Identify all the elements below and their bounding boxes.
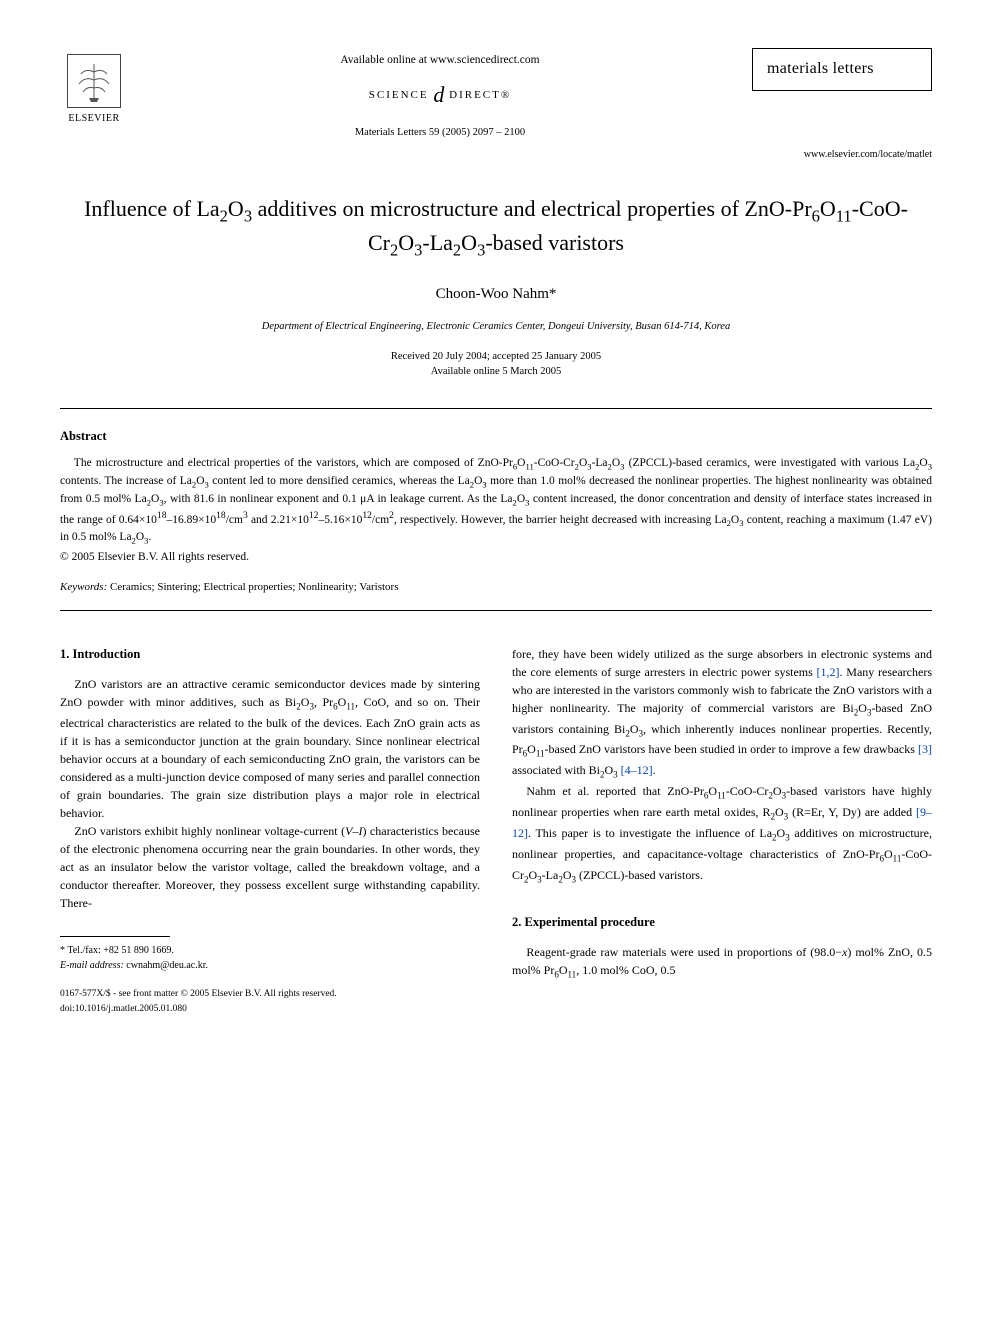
right-column: fore, they have been widely utilized as … — [512, 645, 932, 1016]
journal-box: materials letters — [752, 48, 932, 91]
intro-p3: fore, they have been widely utilized as … — [512, 645, 932, 783]
corresponding-tel: * Tel./fax: +82 51 890 1669. — [60, 943, 480, 958]
elsevier-tree-icon — [67, 54, 121, 108]
header-center: Available online at www.sciencedirect.co… — [128, 48, 752, 140]
footnote-rule — [60, 936, 170, 937]
sd-at-icon: d — [433, 82, 444, 107]
rule-top — [60, 408, 932, 409]
author-name: Choon-Woo Nahm* — [60, 284, 932, 306]
keywords-line: Keywords: Ceramics; Sintering; Electrica… — [60, 580, 932, 596]
abstract-heading: Abstract — [60, 427, 932, 445]
email-address[interactable]: cwnahm@deu.ac.kr. — [124, 960, 208, 971]
journal-box-title: materials letters — [767, 57, 917, 80]
abstract-copyright: © 2005 Elsevier B.V. All rights reserved… — [60, 549, 932, 566]
corresponding-email: E-mail address: cwnahm@deu.ac.kr. — [60, 958, 480, 973]
sd-left: SCIENCE — [369, 89, 429, 101]
elsevier-label: ELSEVIER — [68, 112, 119, 127]
article-dates: Received 20 July 2004; accepted 25 Janua… — [60, 349, 932, 381]
footer-doi: doi:10.1016/j.matlet.2005.01.080 — [60, 1002, 480, 1016]
intro-p1: ZnO varistors are an attractive ceramic … — [60, 675, 480, 822]
received-date: Received 20 July 2004; accepted 25 Janua… — [60, 349, 932, 365]
elsevier-logo: ELSEVIER — [60, 48, 128, 126]
author-affiliation: Department of Electrical Engineering, El… — [60, 319, 932, 334]
journal-box-wrap: materials letters — [752, 48, 932, 91]
email-label: E-mail address: — [60, 960, 124, 971]
journal-url[interactable]: www.elsevier.com/locate/matlet — [60, 148, 932, 163]
keywords-text: Ceramics; Sintering; Electrical properti… — [107, 581, 398, 593]
available-online-text: Available online at www.sciencedirect.co… — [128, 52, 752, 69]
section-1-heading: 1. Introduction — [60, 645, 480, 664]
intro-p2: ZnO varistors exhibit highly nonlinear v… — [60, 822, 480, 912]
article-title: Influence of La2O3 additives on microstr… — [60, 194, 932, 261]
exp-p1: Reagent-grade raw materials were used in… — [512, 943, 932, 982]
abstract-body: The microstructure and electrical proper… — [60, 455, 932, 547]
footer-issn: 0167-577X/$ - see front matter © 2005 El… — [60, 987, 480, 1001]
keywords-label: Keywords: — [60, 581, 107, 593]
rule-bottom — [60, 610, 932, 611]
intro-p4: Nahm et al. reported that ZnO-Pr6O11-CoO… — [512, 782, 932, 886]
footer-block: 0167-577X/$ - see front matter © 2005 El… — [60, 987, 480, 1016]
sd-right: DIRECT® — [449, 89, 511, 101]
body-columns: 1. Introduction ZnO varistors are an att… — [60, 645, 932, 1016]
online-date: Available online 5 March 2005 — [60, 364, 932, 380]
header-row: ELSEVIER Available online at www.science… — [60, 48, 932, 140]
left-column: 1. Introduction ZnO varistors are an att… — [60, 645, 480, 1016]
science-direct-logo: SCIENCE d DIRECT® — [128, 79, 752, 111]
citation-text: Materials Letters 59 (2005) 2097 – 2100 — [128, 125, 752, 140]
section-2-heading: 2. Experimental procedure — [512, 913, 932, 932]
